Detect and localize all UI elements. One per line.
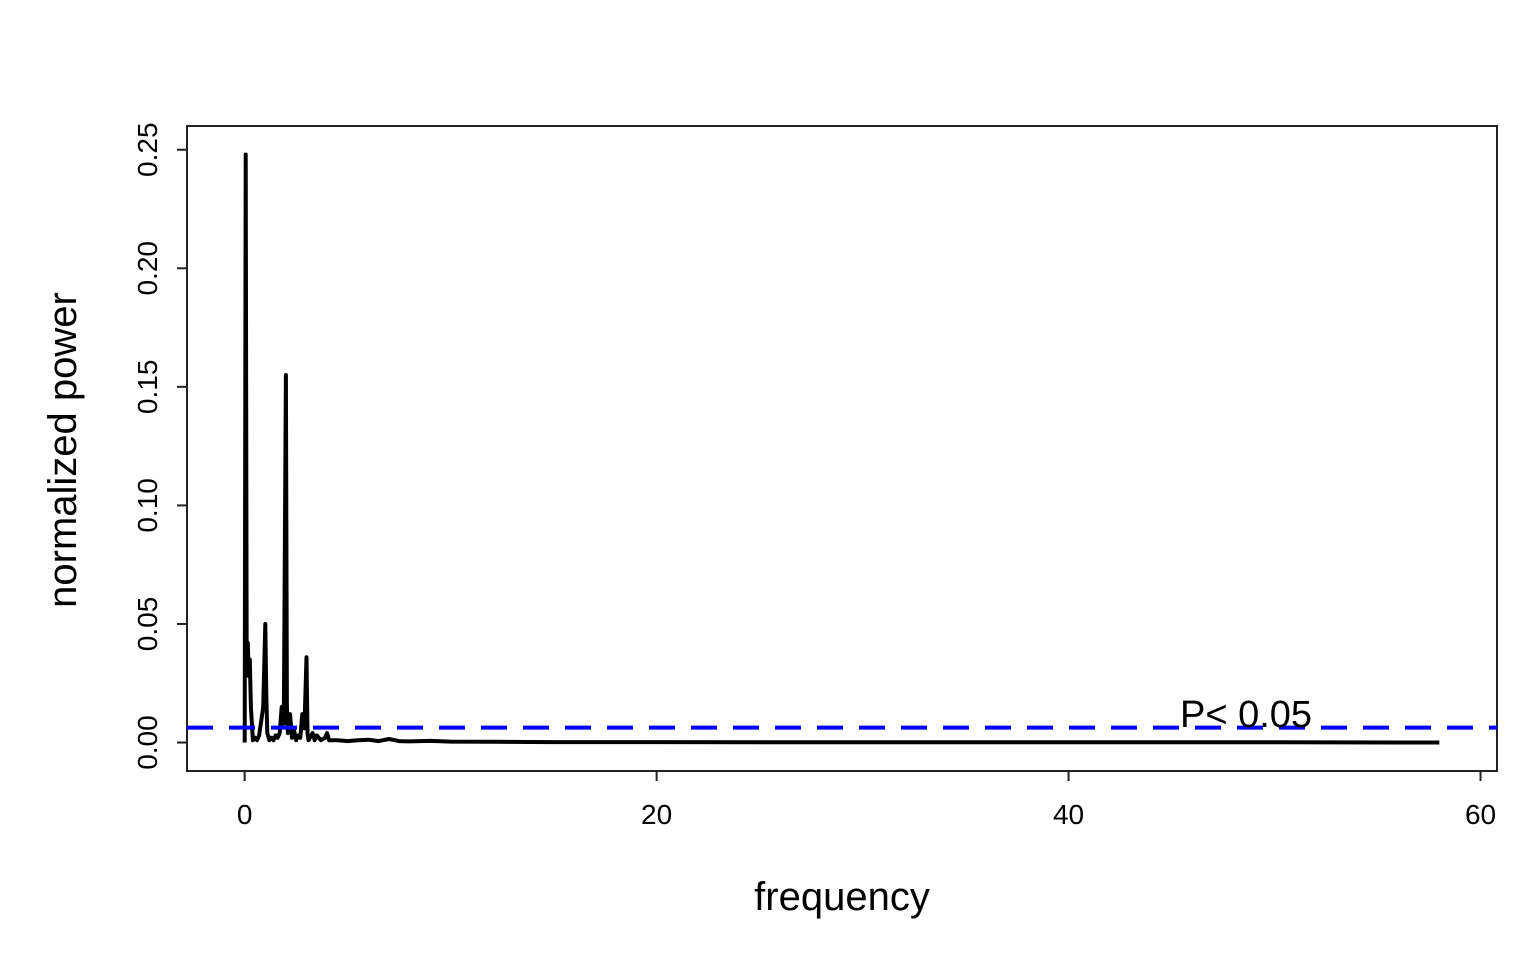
x-tick-label: 40 [1053, 799, 1084, 830]
y-tick-label: 0.25 [132, 122, 163, 177]
y-tick-label: 0.20 [132, 241, 163, 296]
y-tick-label: 0.10 [132, 478, 163, 532]
plot-frame [186, 125, 1498, 772]
series-line [242, 152, 1440, 745]
x-tick-label: 0 [237, 799, 253, 830]
x-tick-label: 20 [641, 799, 672, 830]
y-tick-label: 0.00 [132, 715, 163, 770]
x-axis-label: frequency [754, 875, 930, 919]
y-tick-label: 0.15 [132, 360, 163, 415]
y-axis-label: normalized power [41, 292, 85, 608]
x-tick-label: 60 [1465, 799, 1496, 830]
y-tick-label: 0.05 [132, 597, 163, 652]
threshold-label: P< 0.05 [1180, 694, 1312, 736]
